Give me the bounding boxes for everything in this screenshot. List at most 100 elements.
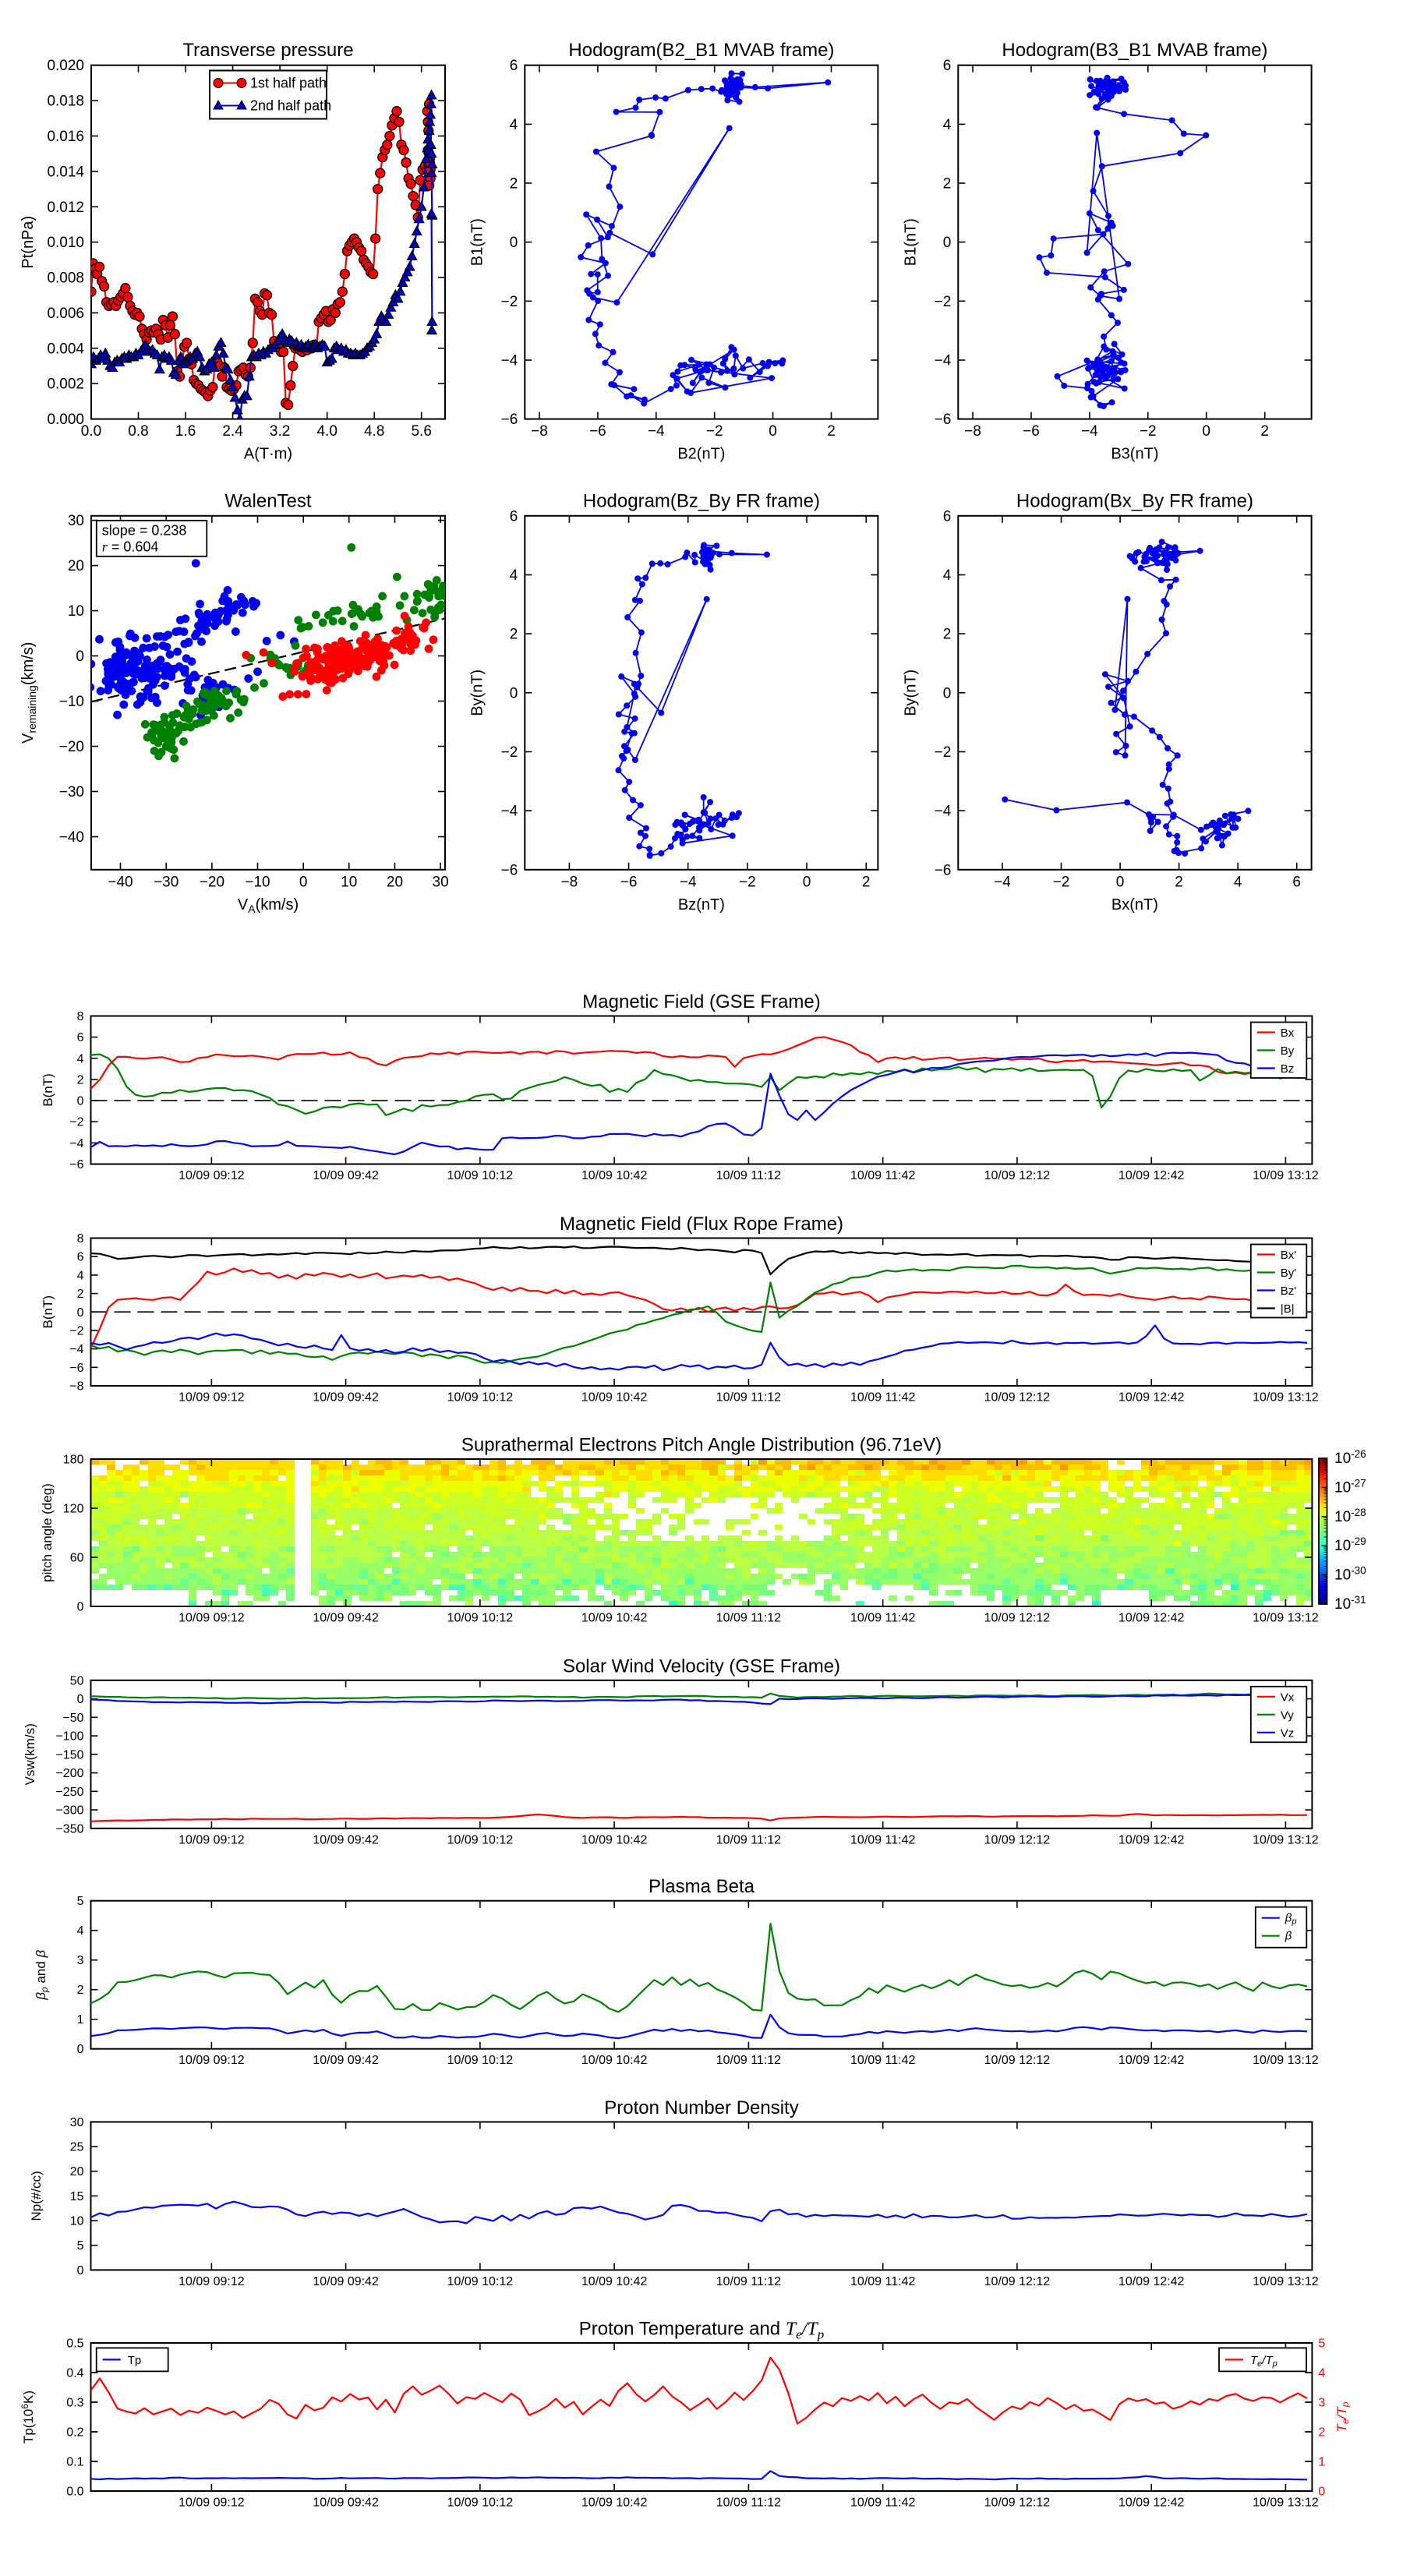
svg-text:10/09 10:12: 10/09 10:12	[447, 2275, 514, 2288]
svg-text:Np(#/cc): Np(#/cc)	[29, 2171, 44, 2221]
svg-text:0: 0	[77, 1306, 84, 1320]
svg-text:−350: −350	[55, 1822, 83, 1836]
svg-text:−50: −50	[62, 1712, 83, 1725]
svg-text:B1(nT): B1(nT)	[902, 218, 919, 266]
svg-text:0: 0	[510, 685, 518, 701]
svg-text:10/09 12:12: 10/09 12:12	[984, 2054, 1051, 2067]
svg-text:−40: −40	[108, 874, 133, 890]
svg-text:4.0: 4.0	[316, 423, 337, 440]
svg-text:10/09 09:12: 10/09 09:12	[178, 2054, 245, 2067]
svg-text:10/09 09:12: 10/09 09:12	[178, 1391, 245, 1405]
svg-text:B2(nT): B2(nT)	[677, 446, 725, 463]
svg-text:10/09 12:42: 10/09 12:42	[1119, 1391, 1185, 1405]
svg-text:2: 2	[943, 627, 952, 643]
svg-text:10/09 11:42: 10/09 11:42	[850, 2496, 915, 2510]
svg-text:10/09 10:42: 10/09 10:42	[581, 1391, 648, 1405]
svg-text:10/09 13:12: 10/09 13:12	[1253, 2496, 1319, 2510]
svg-text:10/09 10:12: 10/09 10:12	[447, 1391, 514, 1405]
svg-text:2: 2	[510, 627, 518, 643]
svg-text:0: 0	[77, 1693, 84, 1706]
svg-text:0.1: 0.1	[66, 2456, 83, 2469]
svg-text:10/09 12:12: 10/09 12:12	[984, 1169, 1051, 1182]
svg-text:−30: −30	[59, 784, 84, 800]
svg-text:6: 6	[77, 1031, 84, 1044]
svg-text:−6: −6	[69, 1158, 83, 1171]
svg-text:−8: −8	[69, 1380, 83, 1394]
svg-text:6: 6	[510, 508, 518, 525]
svg-text:20: 20	[387, 874, 403, 890]
svg-text:10/09 09:42: 10/09 09:42	[313, 1833, 379, 1846]
svg-text:−8: −8	[964, 423, 981, 440]
svg-text:10/09 10:42: 10/09 10:42	[581, 2496, 648, 2510]
svg-text:0.016: 0.016	[47, 129, 84, 145]
svg-text:Te/Tp: Te/Tp	[1250, 2354, 1278, 2369]
svg-text:−200: −200	[55, 1767, 83, 1780]
svg-text:B1(nT): B1(nT)	[468, 218, 486, 266]
svg-text:−6: −6	[69, 1362, 83, 1375]
svg-text:A(T·m): A(T·m)	[244, 446, 292, 463]
svg-text:6: 6	[1292, 874, 1301, 890]
svg-text:6: 6	[943, 508, 952, 525]
svg-text:6: 6	[77, 1251, 84, 1264]
svg-text:10/09 13:12: 10/09 13:12	[1253, 1833, 1319, 1846]
svg-text:−2: −2	[501, 294, 518, 310]
svg-text:0: 0	[1202, 423, 1210, 440]
svg-text:10/09 12:42: 10/09 12:42	[1119, 1169, 1185, 1182]
svg-text:2: 2	[77, 1288, 84, 1301]
svg-text:10/09 09:12: 10/09 09:12	[178, 1833, 245, 1846]
svg-text:25: 25	[70, 2141, 84, 2154]
svg-text:−6: −6	[1023, 423, 1040, 440]
svg-text:0: 0	[77, 1095, 84, 1108]
svg-text:0: 0	[803, 874, 811, 890]
svg-text:Pt(nPa): Pt(nPa)	[19, 216, 37, 269]
svg-text:VA(km/s): VA(km/s)	[238, 896, 299, 915]
svg-text:−2: −2	[706, 423, 723, 440]
svg-text:2.4: 2.4	[222, 423, 243, 440]
svg-text:10/09 12:12: 10/09 12:12	[984, 1391, 1051, 1405]
svg-text:10/09 10:12: 10/09 10:12	[447, 1833, 514, 1846]
svg-text:0.5: 0.5	[66, 2337, 83, 2351]
svg-text:−2: −2	[935, 294, 952, 310]
svg-text:10/09 09:42: 10/09 09:42	[313, 1612, 379, 1625]
svg-text:6: 6	[943, 58, 952, 74]
svg-text:0.2: 0.2	[66, 2426, 83, 2440]
svg-text:2: 2	[77, 1073, 84, 1087]
svg-text:−4: −4	[69, 1137, 83, 1150]
svg-text:−2: −2	[501, 744, 518, 761]
svg-text:0: 0	[510, 235, 518, 251]
svg-text:0: 0	[76, 648, 84, 665]
svg-text:1: 1	[77, 2013, 84, 2027]
svg-text:Tp: Tp	[128, 2354, 142, 2367]
svg-text:−20: −20	[200, 874, 224, 890]
svg-text:−4: −4	[994, 874, 1011, 890]
svg-text:10/09 12:12: 10/09 12:12	[984, 2275, 1051, 2288]
svg-text:4: 4	[1318, 2367, 1325, 2380]
svg-text:10/09 11:12: 10/09 11:12	[716, 2496, 781, 2510]
svg-text:10/09 13:12: 10/09 13:12	[1253, 1169, 1319, 1182]
svg-text:Solar Wind Velocity (GSE Frame: Solar Wind Velocity (GSE Frame)	[563, 1655, 840, 1677]
svg-text:2nd half path: 2nd half path	[250, 98, 331, 114]
svg-text:10/09 11:42: 10/09 11:42	[850, 2054, 915, 2067]
svg-text:8: 8	[77, 1232, 84, 1246]
svg-text:3: 3	[77, 1954, 84, 1967]
svg-text:30: 30	[68, 513, 84, 529]
svg-text:βp and β: βp and β	[34, 1949, 50, 2000]
svg-text:Vy: Vy	[1281, 1708, 1294, 1722]
svg-text:10/09 10:42: 10/09 10:42	[581, 1833, 648, 1846]
svg-text:10/09 09:42: 10/09 09:42	[313, 2054, 379, 2067]
svg-text:10/09 10:42: 10/09 10:42	[581, 2054, 648, 2067]
svg-text:−4: −4	[648, 423, 665, 440]
svg-text:10/09 13:12: 10/09 13:12	[1253, 1612, 1319, 1625]
svg-text:−10: −10	[59, 694, 84, 710]
svg-text:Transverse pressure: Transverse pressure	[182, 40, 353, 61]
svg-text:Bz': Bz'	[1281, 1284, 1297, 1298]
svg-text:10/09 13:12: 10/09 13:12	[1253, 2275, 1319, 2288]
svg-text:3.2: 3.2	[270, 423, 290, 440]
svg-text:5.6: 5.6	[411, 423, 431, 440]
svg-text:2: 2	[862, 874, 871, 890]
svg-text:10/09 09:42: 10/09 09:42	[313, 1391, 379, 1405]
svg-text:10/09 11:42: 10/09 11:42	[850, 1169, 915, 1182]
svg-text:−6: −6	[501, 862, 518, 878]
svg-text:B(nT): B(nT)	[41, 1073, 55, 1107]
svg-text:4: 4	[510, 567, 518, 584]
